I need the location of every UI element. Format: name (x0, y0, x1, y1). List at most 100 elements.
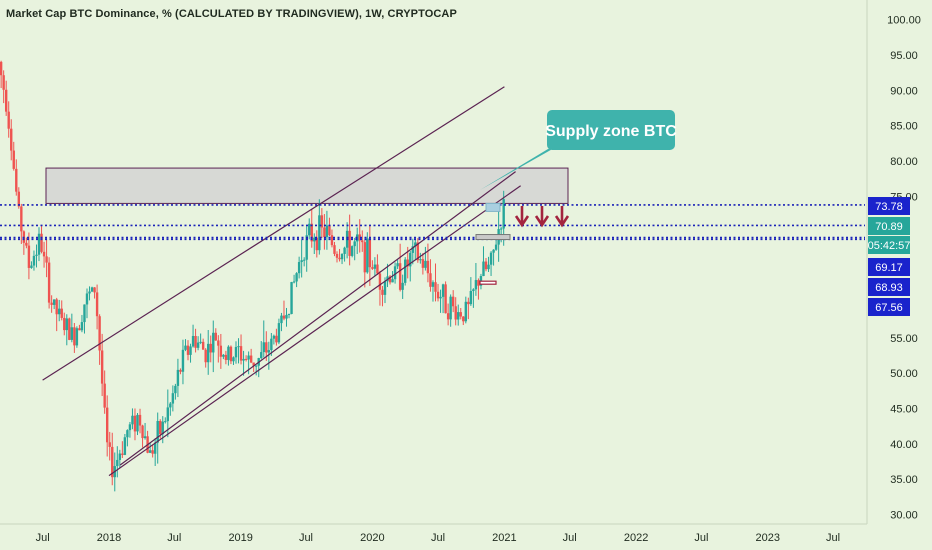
channel-line-3 (119, 171, 516, 466)
candle-body (277, 323, 281, 343)
candle (262, 320, 265, 358)
candle-body (305, 235, 308, 260)
down-arrow-icon (534, 206, 550, 228)
x-tick-label: Jul (431, 532, 445, 544)
candle-body (492, 249, 495, 253)
candle-body (4, 89, 8, 112)
candle-body (297, 262, 301, 274)
candle-body (487, 264, 490, 270)
candle (50, 295, 53, 313)
candle-body (234, 346, 238, 358)
price-label-text: 73.78 (875, 201, 903, 213)
candle-body (249, 355, 253, 363)
candle (143, 422, 147, 440)
candle-body (484, 261, 488, 270)
candle (358, 219, 361, 253)
candle-body (116, 459, 119, 467)
price-label: 73.78 (868, 197, 910, 215)
candle-body (325, 225, 329, 238)
candle (297, 256, 301, 279)
candle-body (227, 346, 230, 360)
candle (464, 296, 468, 324)
candle (277, 318, 281, 345)
candle-body (353, 241, 356, 247)
candle-body (280, 315, 283, 324)
candle-body (431, 282, 435, 287)
candle-body (383, 281, 387, 295)
candle (260, 341, 263, 360)
candle-body (376, 264, 379, 274)
candle-body (186, 345, 190, 355)
candle-body (330, 235, 334, 246)
candle (477, 278, 480, 300)
candle-body (421, 259, 425, 268)
candle (214, 328, 217, 341)
candle-body (361, 240, 364, 243)
candle-body (108, 442, 111, 447)
candle (227, 345, 230, 366)
candle-body (118, 453, 122, 460)
candle-body (439, 296, 442, 299)
candle (300, 239, 303, 278)
candle (234, 341, 238, 364)
candle (292, 274, 296, 284)
candle-body (0, 61, 3, 76)
candle (80, 314, 84, 333)
candle (487, 256, 490, 273)
candle-body (287, 313, 291, 315)
candle-body (318, 215, 321, 251)
candle (4, 80, 8, 116)
candle-body (502, 199, 505, 229)
price-label-box (868, 236, 910, 254)
candle-body (451, 296, 455, 307)
candle (151, 444, 154, 458)
candle-body (209, 343, 212, 353)
candle-body (467, 301, 470, 305)
candle-body (7, 111, 10, 129)
candle (100, 333, 104, 397)
y-tick-label: 30.00 (890, 510, 918, 522)
candle-body (73, 327, 76, 346)
price-label-box (868, 197, 910, 215)
candle (340, 253, 344, 265)
candle-body (47, 262, 51, 303)
candle-body (153, 442, 157, 454)
y-tick-label: 45.00 (890, 403, 918, 415)
candle (489, 251, 493, 276)
candle-body (267, 350, 271, 353)
candle (52, 299, 56, 310)
candle (194, 328, 197, 353)
candle (272, 334, 276, 345)
candle-body (93, 287, 96, 293)
candle (164, 417, 167, 424)
candle (133, 408, 137, 441)
candle (371, 260, 374, 270)
candle-body (80, 322, 84, 331)
candle-body (161, 421, 164, 435)
x-tick-label: Jul (299, 532, 313, 544)
candle-body (98, 316, 101, 351)
price-label-box (868, 217, 910, 235)
candle-body (83, 304, 86, 323)
candle (441, 283, 445, 314)
candle-body (242, 358, 245, 361)
candle-body (469, 290, 473, 305)
candle-body (70, 327, 74, 340)
candle-body (472, 289, 475, 291)
candle (431, 280, 435, 302)
candle-body (441, 284, 445, 297)
y-tick-label: 80.00 (890, 156, 918, 168)
candle-body (401, 282, 404, 290)
candle-body (40, 233, 43, 252)
candle (313, 233, 316, 254)
candle (323, 214, 326, 250)
candle (403, 257, 407, 286)
candle-body (219, 345, 223, 357)
candle (378, 270, 382, 306)
x-tick-label: 2023 (756, 532, 780, 544)
candle-body (436, 291, 440, 299)
candle (472, 288, 475, 308)
candle (302, 257, 306, 267)
candle (449, 294, 452, 327)
